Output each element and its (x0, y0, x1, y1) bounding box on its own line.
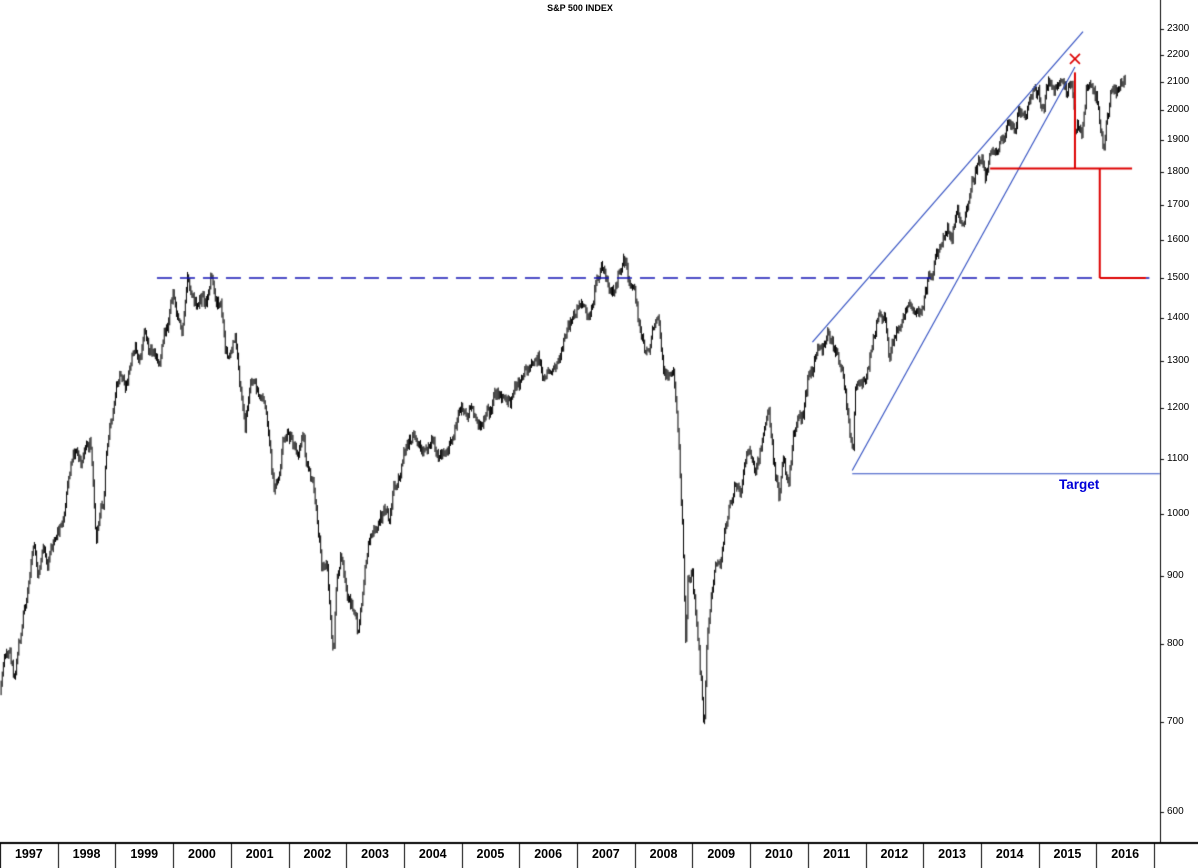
y-tick-label: 2300 (1167, 23, 1190, 34)
y-tick-label: 1600 (1167, 234, 1190, 246)
y-tick-label: 1800 (1167, 165, 1190, 177)
x-tick-label: 2010 (765, 847, 793, 861)
x-tick-label: 2004 (418, 847, 447, 861)
x-tick-label: 2008 (649, 847, 678, 861)
x-tick-label: 2005 (476, 847, 505, 861)
y-tick-label: 700 (1167, 716, 1184, 728)
y-tick-label: 1500 (1167, 272, 1190, 284)
x-tick-label: 2003 (361, 847, 389, 861)
x-tick-label: 2006 (534, 847, 563, 861)
chart-title: S&P 500 INDEX (547, 3, 613, 13)
y-tick-label: 1200 (1167, 402, 1190, 414)
x-tick-label: 1998 (72, 847, 101, 861)
y-tick-label: 600 (1167, 805, 1184, 817)
y-tick-label: 1400 (1167, 312, 1190, 324)
x-tick-label: 2009 (707, 847, 736, 861)
y-tick-label: 800 (1167, 638, 1184, 650)
x-tick-label: 1999 (130, 847, 159, 861)
x-tick-label: 2000 (188, 847, 216, 861)
x-tick-label: 2007 (591, 847, 620, 861)
y-tick-label: 1300 (1167, 355, 1190, 367)
y-tick-label: 2100 (1167, 76, 1190, 87)
x-tick-label: 2001 (245, 847, 274, 861)
y-tick-label: 900 (1167, 569, 1184, 581)
x-tick-label: 2011 (823, 847, 851, 861)
x-tick-label: 1997 (14, 847, 43, 861)
x-tick-label: 2015 (1053, 847, 1082, 861)
x-tick-label: 2013 (938, 847, 966, 861)
y-tick-label: 1100 (1167, 452, 1189, 464)
y-tick-label: 2200 (1167, 48, 1190, 60)
y-tick-label: 1000 (1167, 508, 1190, 520)
x-tick-label: 2002 (303, 847, 332, 861)
y-tick-label: 2000 (1167, 104, 1190, 116)
x-tick-label: 2012 (880, 847, 909, 861)
target-annotation-label: Target (1059, 477, 1100, 492)
y-tick-label: 1900 (1167, 134, 1190, 146)
x-tick-label: 2014 (995, 847, 1024, 861)
y-tick-label: 1700 (1167, 199, 1190, 211)
x-tick-label: 2016 (1111, 847, 1140, 861)
